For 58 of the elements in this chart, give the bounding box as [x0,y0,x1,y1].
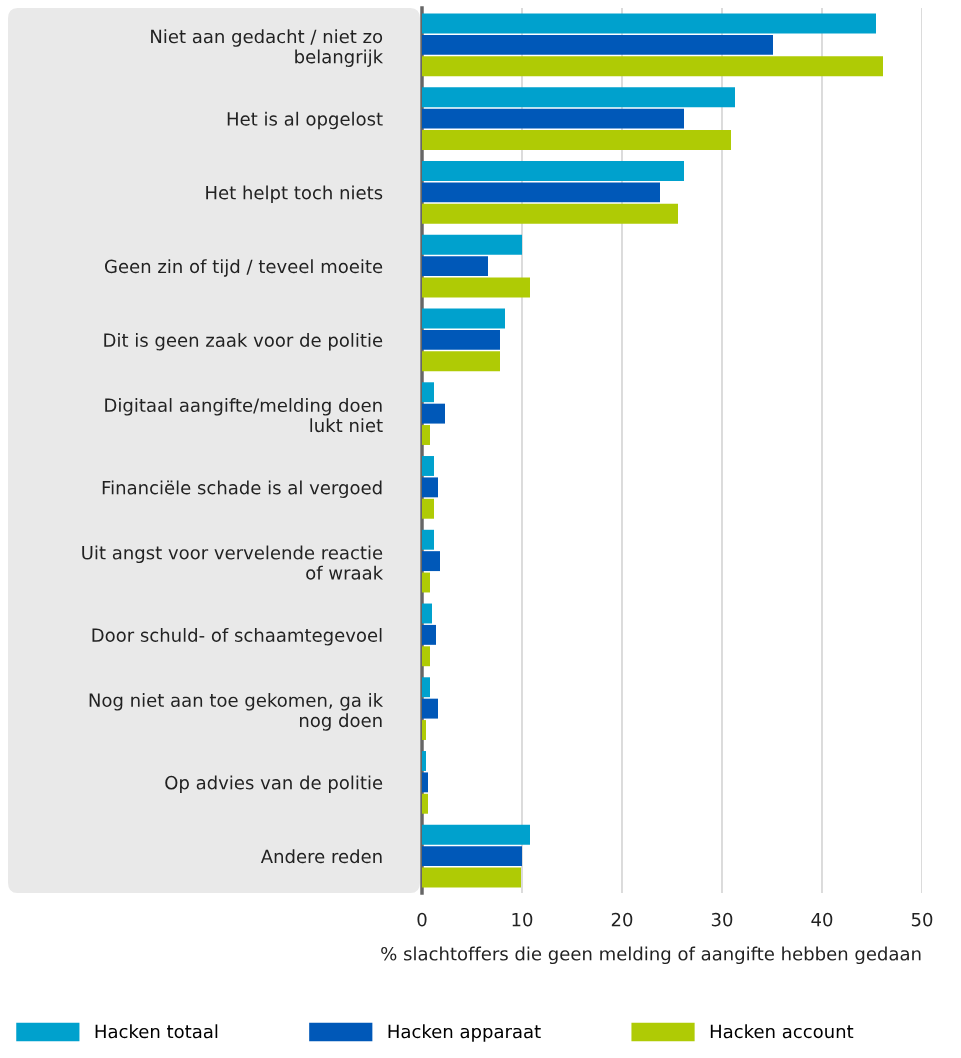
bar [422,624,436,645]
bar [422,234,522,255]
legend-label: Hacken totaal [95,1024,218,1039]
y-tick-label: Dit is geen zaak voor de politie [104,333,383,351]
bar [422,130,731,150]
bar [422,846,522,867]
bar [422,456,434,476]
x-tick-label: 0 [417,912,427,927]
bar [422,646,430,667]
y-tick-label: Uit angst voor vervelende reactie of wraak [82,545,384,580]
bar [422,867,521,888]
bar [422,793,428,814]
bar [422,477,438,498]
bar [422,56,883,77]
y-tick-label: Financiële schade is al vergoed [102,480,382,498]
bar [422,87,735,108]
y-tick-label: Andere reden [260,849,382,864]
bar [422,603,432,624]
bar [422,329,500,350]
bar [422,677,430,698]
bar [422,772,428,793]
y-tick-label: Het is al opgelost [227,111,383,130]
bar [422,203,678,224]
y-tick-label: Geen zin of tijd / teveel moeite [104,259,383,277]
bar [422,161,684,181]
x-tick-label: 50 [911,912,933,927]
y-tick-label: Door schuld- of schaamtegevoel [92,628,382,646]
legend-label: Hacken account [710,1024,854,1039]
bar [422,498,434,519]
bar [422,698,438,719]
bar [422,824,530,845]
y-tick-label: Nog niet aan toe gekomen, ga ik nog doen [89,693,384,731]
x-tick-label: 20 [611,912,633,927]
x-tick-label: 40 [811,912,833,927]
bar [422,13,876,34]
bar [422,277,530,298]
x-tick-label: 30 [711,912,733,927]
y-tick-label: Digitaal aangifte/melding doen lukt niet [105,398,383,433]
bar [422,34,773,55]
bar [422,551,440,572]
y-tick-label: Op advies van de politie [165,775,383,793]
legend-label: Hacken apparaat [388,1024,541,1042]
x-tick-label: 10 [512,912,533,927]
bar [422,108,684,129]
bar [422,751,426,771]
y-tick-label: Niet aan gedacht / niet zo belangrijk [151,29,384,67]
bar [422,351,500,372]
bar [422,572,430,593]
bar [422,382,434,403]
bar [422,308,505,329]
bar [422,256,488,277]
bar [422,403,445,424]
x-axis-title: % slachtoffers die geen melding of aangifte hebben gedaan [381,946,921,965]
bar [422,182,660,203]
y-tick-label: Het helpt toch niets [206,185,383,203]
bar [422,529,434,550]
bar [422,720,426,740]
bar [422,425,430,445]
